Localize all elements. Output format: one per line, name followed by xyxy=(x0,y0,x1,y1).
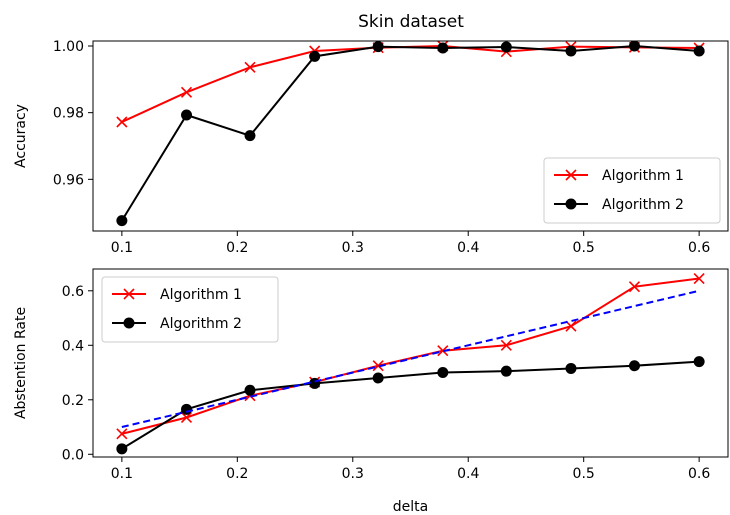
x-tick-label: 0.5 xyxy=(573,240,595,256)
data-point-circle-marker xyxy=(372,41,384,53)
data-point-circle-marker xyxy=(244,384,256,396)
plot-frame xyxy=(92,40,729,232)
x-tick-label: 0.2 xyxy=(226,466,248,482)
y-tick-label: 1.00 xyxy=(53,39,84,55)
x-tick-label: 0.1 xyxy=(111,466,133,482)
data-point-x-marker xyxy=(500,339,512,351)
data-point-circle-marker xyxy=(116,215,128,227)
x-tick-label: 0.6 xyxy=(688,466,710,482)
y-axis-label: Abstention Rate xyxy=(13,307,29,419)
data-point-circle-marker xyxy=(693,45,705,57)
series-line-1 xyxy=(121,44,700,123)
data-point-circle-marker xyxy=(372,372,384,384)
x-tick-label: 0.4 xyxy=(457,240,479,256)
x-marker-stroke xyxy=(116,428,128,440)
accuracy-subplot: 0.1 0.2 0.3 0.4 0.5 0.6 0.96 0.98 1.00 Accuracy Al… xyxy=(13,39,729,256)
data-point-circle-marker xyxy=(437,42,449,54)
x-marker-stroke xyxy=(372,360,384,372)
series-line-1 xyxy=(121,277,700,435)
data-point-x-marker xyxy=(180,86,193,98)
data-point-circle-marker xyxy=(116,443,128,455)
legend: Algorithm 1 Algorithm 2 xyxy=(101,276,279,343)
legend-circle-marker xyxy=(565,198,577,210)
series-line-2 xyxy=(121,360,700,450)
x-marker-stroke xyxy=(437,345,449,357)
y-axis-label: Accuracy xyxy=(13,104,29,168)
legend-entry-label: Algorithm 2 xyxy=(602,197,684,213)
y-tick-label: 0.96 xyxy=(53,172,84,188)
x-tick-label: 0.4 xyxy=(457,466,479,482)
data-point-x-marker xyxy=(628,281,641,293)
data-point-x-marker xyxy=(437,345,449,357)
y-tick-label: 0.2 xyxy=(62,393,84,409)
data-point-x-marker xyxy=(116,428,128,440)
y-tick-label: 0.98 xyxy=(53,106,84,122)
data-point-x-marker xyxy=(180,411,193,424)
legend-entry-label: Algorithm 1 xyxy=(160,287,242,303)
data-point-circle-marker xyxy=(309,50,321,62)
x-tick-label: 0.5 xyxy=(573,466,595,482)
figure-title: Skin dataset xyxy=(358,12,464,32)
x-axis-label: delta xyxy=(393,499,428,515)
x-tick-label: 0.1 xyxy=(111,240,133,256)
data-point-circle-marker xyxy=(565,45,577,57)
abstention-rate-subplot: 0.1 0.2 0.3 0.4 0.5 0.6 0.0 0.2 0.4 0.6 Abstention… xyxy=(13,268,729,515)
legend-entry-label: Algorithm 2 xyxy=(160,316,242,332)
x-marker-stroke xyxy=(180,411,193,424)
series-line-2 xyxy=(121,44,700,222)
y-tick-label: 0.0 xyxy=(62,447,84,463)
data-point-x-marker xyxy=(372,360,384,372)
legend-entry-label: Algorithm 1 xyxy=(602,168,684,184)
data-point-circle-marker xyxy=(244,130,256,142)
x-tick-label: 0.2 xyxy=(226,240,248,256)
data-point-circle-marker xyxy=(628,40,640,52)
data-point-circle-marker xyxy=(565,362,577,374)
x-tick-label: 0.3 xyxy=(342,466,364,482)
legend-x-marker xyxy=(565,169,577,181)
x-tick-label: 0.6 xyxy=(688,240,710,256)
data-point-x-marker xyxy=(565,320,577,332)
y-tick-label: 0.4 xyxy=(62,338,84,354)
x-marker-stroke xyxy=(693,272,705,285)
legend-x-marker xyxy=(123,288,135,300)
data-point-circle-marker xyxy=(437,367,449,379)
data-point-circle-marker xyxy=(693,356,705,368)
data-point-x-marker xyxy=(116,116,128,128)
x-marker-stroke xyxy=(628,281,641,293)
data-point-circle-marker xyxy=(500,41,512,53)
data-point-x-marker xyxy=(244,61,256,73)
data-point-x-marker xyxy=(693,272,705,285)
x-marker-stroke xyxy=(116,116,128,128)
data-point-circle-marker xyxy=(181,109,193,121)
legend-circle-marker xyxy=(123,317,135,329)
plot-frame xyxy=(92,268,729,458)
y-tick-label: 0.6 xyxy=(62,284,84,300)
data-point-circle-marker xyxy=(500,365,512,377)
x-marker-stroke xyxy=(180,86,193,98)
x-tick-label: 0.3 xyxy=(342,240,364,256)
data-point-circle-marker xyxy=(628,360,640,372)
x-marker-stroke xyxy=(565,320,577,332)
data-point-circle-marker xyxy=(181,403,193,415)
x-marker-stroke xyxy=(500,339,512,351)
x-marker-stroke xyxy=(244,61,256,73)
legend: Algorithm 1 Algorithm 2 xyxy=(543,157,721,224)
